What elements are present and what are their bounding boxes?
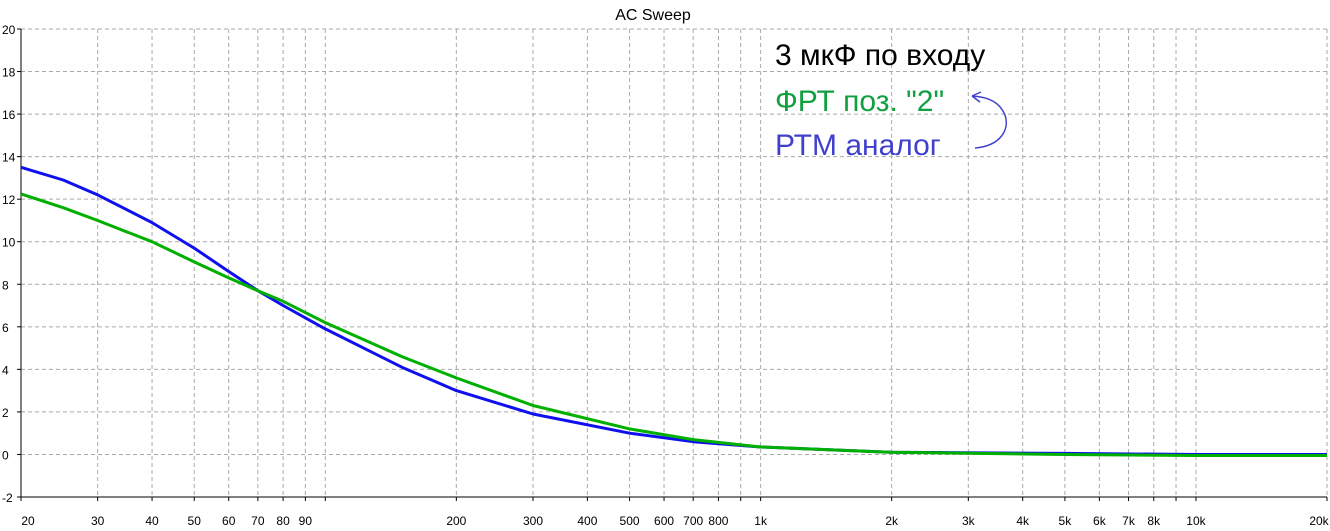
x-tick-label: 500 (620, 514, 640, 528)
x-tick-label: 5k (1059, 514, 1073, 528)
x-tick-label: 200 (446, 514, 466, 528)
x-tick-label: 50 (188, 514, 202, 528)
y-tick-label: 6 (2, 321, 9, 335)
x-tick-label: 600 (654, 514, 674, 528)
series-line-frt (20, 192, 1327, 457)
x-tick-label: 400 (577, 514, 597, 528)
x-tick-label: 3k (962, 514, 976, 528)
y-tick-label: 20 (2, 23, 16, 37)
x-tick-label: 7k (1122, 514, 1136, 528)
y-tick-label: 18 (2, 66, 16, 80)
x-tick-label: 700 (683, 514, 703, 528)
x-tick-label: 70 (251, 514, 265, 528)
x-tick-label: 80 (276, 514, 290, 528)
x-tick-label: 300 (523, 514, 543, 528)
y-tick-label: 8 (2, 278, 9, 292)
legend-blue-label: РТМ аналог (775, 129, 941, 162)
x-tick-label: 1k (754, 514, 768, 528)
curved-arrow-icon (971, 91, 1007, 149)
x-tick-label: 20 (21, 514, 35, 528)
x-tick-label: 10k (1186, 514, 1206, 528)
x-tick-label: 40 (145, 514, 159, 528)
x-tick-label: 30 (91, 514, 105, 528)
y-tick-label: 12 (2, 193, 16, 207)
y-tick-label: 14 (2, 151, 16, 165)
annotation-title: 3 мкФ по входу (775, 39, 985, 72)
y-tick-label: 4 (2, 363, 9, 377)
y-tick-label: -2 (2, 491, 13, 505)
x-tick-label: 4k (1016, 514, 1030, 528)
x-tick-label: 800 (708, 514, 728, 528)
x-tick-label: 8k (1147, 514, 1161, 528)
x-tick-label: 6k (1093, 514, 1107, 528)
x-tick-label: 60 (222, 514, 236, 528)
y-tick-label: 2 (2, 406, 9, 420)
x-tick-label: 90 (299, 514, 313, 528)
x-tick-label: 20k (1309, 514, 1329, 528)
y-tick-label: 0 (2, 448, 9, 462)
x-tick-label: 2k (885, 514, 899, 528)
chart-title: AC Sweep (615, 7, 691, 24)
y-tick-label: 16 (2, 108, 16, 122)
legend-green-label: ФРТ поз. "2" (775, 85, 944, 118)
y-tick-label: 10 (2, 236, 16, 250)
